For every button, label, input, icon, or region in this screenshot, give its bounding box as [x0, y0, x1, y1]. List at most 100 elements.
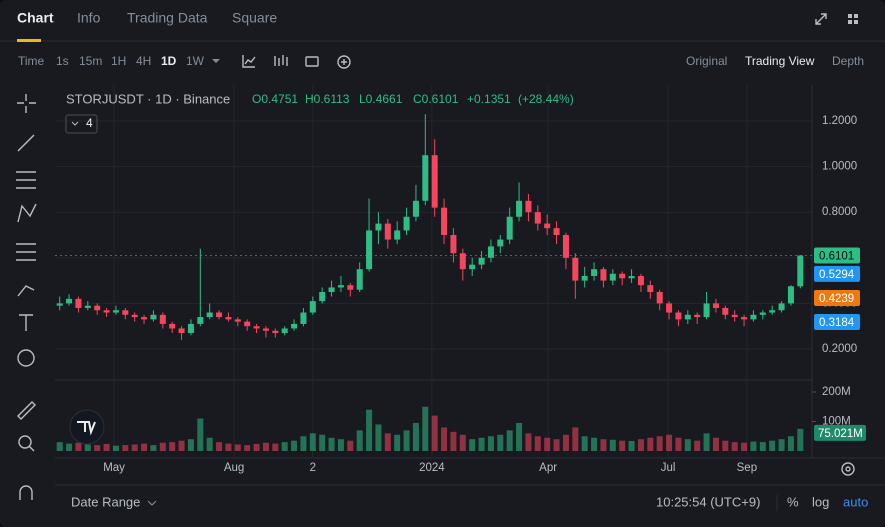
scale-button[interactable]: log [812, 494, 829, 509]
candle-body [544, 223, 551, 229]
interval[interactable]: 1s [56, 54, 69, 68]
tab[interactable]: Trading Data [127, 10, 208, 26]
candle-body [150, 314, 157, 320]
tv-logo[interactable] [69, 409, 105, 445]
volume-bar [506, 430, 513, 451]
screenshot-icon[interactable] [305, 56, 319, 67]
candle-body [141, 317, 148, 320]
candle-body [309, 301, 316, 313]
dropdown-arrow[interactable] [212, 59, 220, 63]
candle-type-icon[interactable] [274, 55, 288, 66]
candle-body [122, 310, 129, 315]
volume-tick-label: 200M [822, 386, 851, 398]
pattern-tool[interactable] [17, 203, 37, 223]
crosshair-tool[interactable] [17, 94, 36, 113]
candle-body [225, 317, 232, 320]
view-option[interactable]: Depth [832, 54, 864, 68]
candle-body [516, 200, 523, 217]
candle-body [206, 312, 213, 318]
date-range[interactable]: Date Range [71, 494, 140, 509]
volume-bar [469, 439, 476, 451]
volume-bar [234, 444, 241, 451]
volume-bar [75, 442, 82, 451]
volume-bar [684, 439, 691, 451]
candle-body [253, 326, 260, 329]
volume-bar [328, 437, 335, 451]
volume-bar [619, 440, 626, 451]
interval[interactable]: 15m [79, 54, 102, 68]
candle-body [159, 314, 166, 324]
volume-bar [122, 445, 129, 451]
volume-bar [356, 430, 363, 451]
volume-bar [94, 445, 101, 451]
candle-body [637, 276, 644, 286]
add-icon[interactable] [337, 55, 351, 69]
interval[interactable]: 1W [186, 54, 205, 68]
tab[interactable]: Info [77, 10, 101, 26]
volume-bar [703, 433, 710, 451]
candle-body [272, 330, 279, 334]
interval[interactable]: 4H [136, 54, 151, 68]
volume-bar [337, 439, 344, 451]
volume-bar [666, 434, 673, 451]
scale-button[interactable]: auto [843, 494, 868, 509]
indicator-toggle[interactable] [65, 114, 98, 134]
candle-body [412, 200, 419, 217]
volume-bar [394, 434, 401, 451]
candle-body [384, 223, 391, 240]
volume-bar [178, 440, 185, 451]
interval[interactable]: 1H [111, 54, 126, 68]
interval[interactable]: 1D [161, 54, 177, 68]
candle-body [759, 312, 766, 315]
candle-body [441, 207, 448, 235]
volume-bar [253, 443, 260, 451]
time-tick-label: Apr [539, 462, 557, 474]
volume-bar [422, 406, 429, 451]
volume-bar [769, 440, 776, 451]
line-tool[interactable] [17, 134, 35, 152]
price-tick-label: 1.0000 [822, 161, 857, 173]
magnet-tool[interactable] [19, 485, 33, 500]
settings-icon[interactable] [841, 462, 855, 476]
volume-tag [814, 424, 866, 441]
candle-body [375, 223, 382, 231]
volume-bar [150, 445, 157, 451]
volume-bar [187, 439, 194, 451]
price-tick-label: 0.2000 [822, 343, 857, 355]
price-tick-label: 1.2000 [822, 115, 857, 127]
view-option[interactable]: Trading View [745, 54, 815, 68]
time-tick-label: 2024 [419, 462, 445, 474]
ruler-tool[interactable] [17, 401, 36, 420]
scale-button[interactable]: % [787, 494, 799, 509]
candle-body [478, 257, 485, 265]
price-tag-label: 0.3184 [819, 317, 855, 329]
toolbar-icons [242, 55, 351, 69]
emoji-tool[interactable] [17, 349, 35, 367]
indicator-icon[interactable] [242, 55, 256, 68]
candle-body [187, 323, 194, 334]
candle-body [581, 276, 588, 281]
tab[interactable]: Chart [17, 10, 54, 26]
zoom-tool[interactable] [18, 435, 32, 449]
candle-body [525, 200, 532, 213]
candle-body [394, 230, 401, 240]
volume-bar [553, 439, 560, 451]
volume-bar [609, 439, 616, 451]
volume-bar [562, 434, 569, 451]
channel-tool[interactable] [16, 171, 36, 189]
candle-body [591, 269, 598, 277]
view-option[interactable]: Original [686, 54, 727, 68]
tab[interactable]: Square [232, 10, 277, 26]
price-tag [814, 265, 860, 282]
text-tool[interactable] [19, 314, 33, 331]
volume-tick-label: 100M [822, 416, 851, 428]
ohlc-field: (+28.44%) [518, 92, 574, 106]
fib-tool[interactable] [16, 243, 36, 261]
candle-body [731, 314, 738, 318]
candle-body [656, 292, 663, 304]
expand-icon[interactable] [815, 13, 827, 25]
brush-tool[interactable] [17, 285, 35, 297]
candle-body [712, 303, 719, 308]
layout-icon[interactable] [848, 14, 858, 24]
